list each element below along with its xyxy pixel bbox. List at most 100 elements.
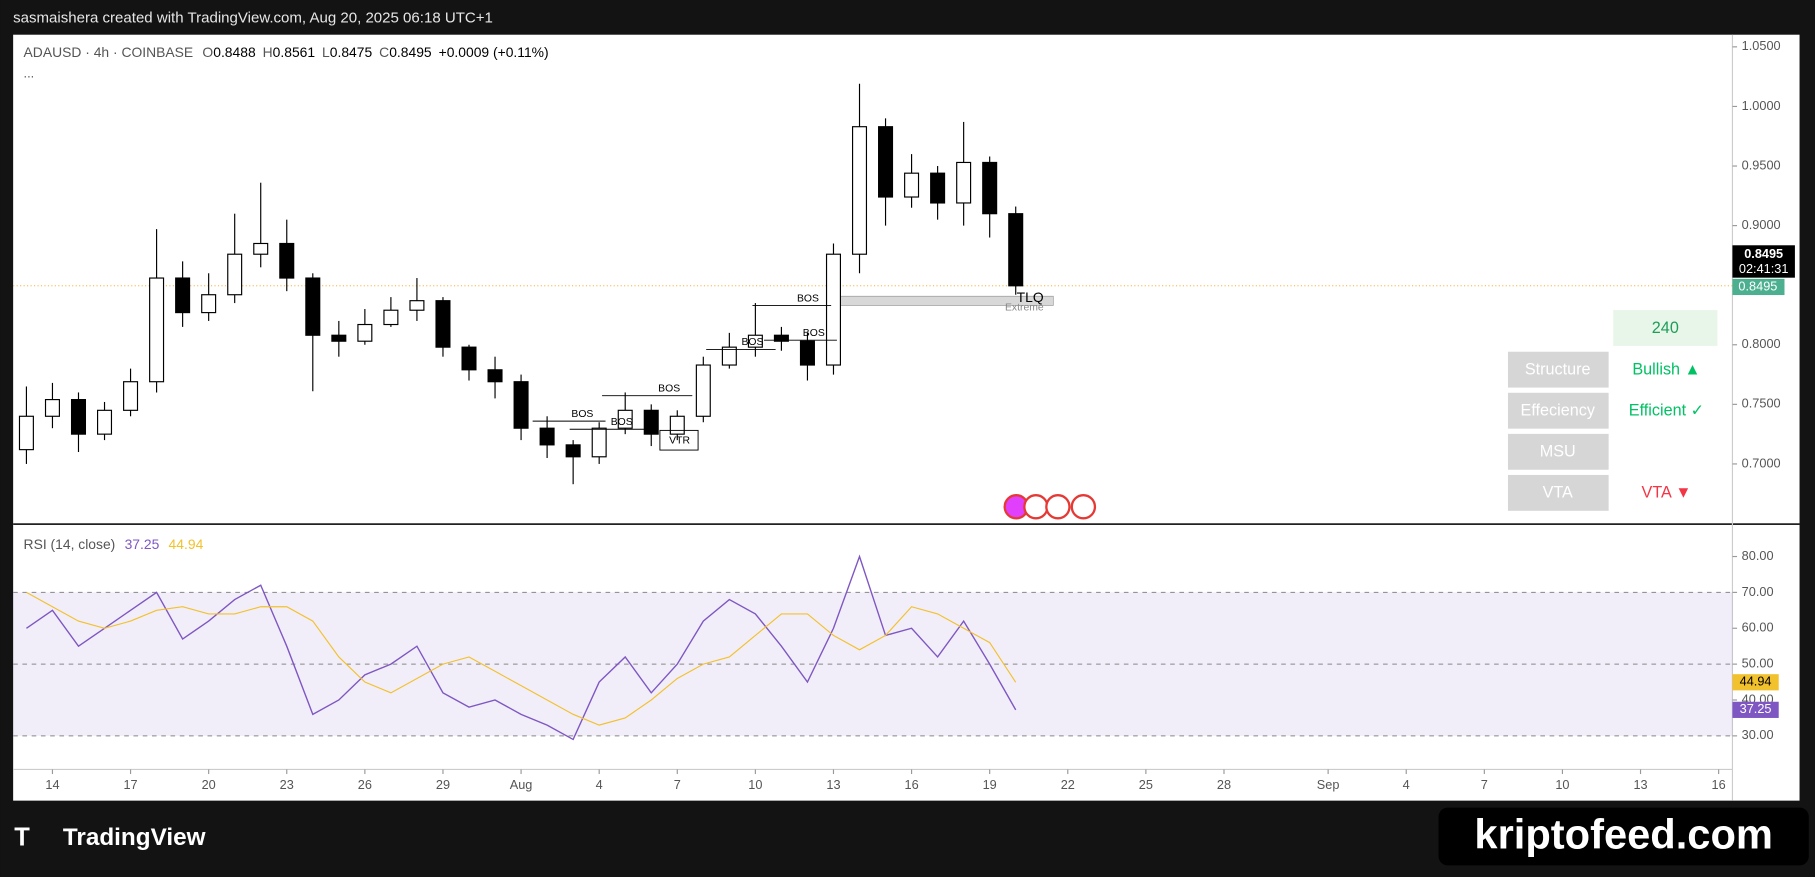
rsi-title: RSI (14, close) [24, 536, 116, 552]
x-tick-label: 10 [1555, 777, 1569, 792]
brand-logo: T [14, 824, 30, 852]
annotation: Extreme [1005, 303, 1044, 314]
timeframe: 240 [1652, 319, 1679, 337]
x-tick-label: 16 [1712, 777, 1726, 792]
table-label: Structure [1525, 361, 1591, 379]
x-tick-label: 7 [1481, 777, 1488, 792]
rsi-tag: 37.25 [1740, 701, 1772, 716]
candle-body [18, 415, 34, 451]
legend-value: 0.8475 [330, 44, 373, 60]
legend-key: H [263, 44, 273, 60]
x-tick-label: 10 [748, 777, 762, 792]
vtr-box [659, 429, 699, 451]
rsi-tag: 44.94 [1740, 674, 1772, 689]
candle-body [904, 172, 920, 198]
candle-body [617, 409, 633, 429]
table-label: MSU [1540, 443, 1576, 461]
x-tick-label: 17 [123, 777, 137, 792]
candle-body [773, 334, 789, 342]
legend-value: 0.8488 [213, 44, 256, 60]
candle-body [565, 444, 581, 458]
candle-body [513, 381, 529, 429]
x-tick-label: 4 [596, 777, 603, 792]
annotation: BOS [571, 409, 593, 420]
candle-body [253, 242, 269, 255]
timeframe-box [1613, 310, 1718, 346]
x-tick-label: 4 [1403, 777, 1410, 792]
annotation: BOS [741, 337, 763, 348]
y-tick-label: 60.00 [1742, 620, 1774, 635]
x-tick-label: 7 [674, 777, 681, 792]
x-tick-label: Aug [510, 777, 533, 792]
x-tick-label: 19 [983, 777, 997, 792]
table-label-box [1507, 474, 1609, 511]
candle-body [97, 409, 113, 435]
x-tick-label: 28 [1217, 777, 1231, 792]
table-label: Effeciency [1521, 402, 1596, 420]
candle-body [175, 277, 191, 314]
candle-body [227, 253, 243, 296]
y-tick-label: 0.9000 [1742, 217, 1781, 232]
candle-body [1008, 213, 1024, 287]
candle-body [383, 309, 399, 326]
annotation: TLQ [1017, 289, 1044, 305]
annotation: BOS [658, 383, 680, 394]
candle-body [643, 409, 659, 435]
x-tick-label: 16 [905, 777, 919, 792]
legend: ADAUSD · 4h · COINBASE O0.8488 H0.8561 L0.8… [24, 44, 549, 60]
x-tick-label: 20 [202, 777, 216, 792]
legend-more: ... [24, 65, 35, 80]
legend-symbol: ADAUSD · 4h · COINBASE [24, 44, 194, 60]
rsi-band-fill [13, 592, 1733, 736]
y-tick-label: 0.8000 [1742, 336, 1781, 351]
candle-body [930, 172, 946, 204]
rsi-legend-value: 44.94 [169, 536, 204, 552]
candle-body [331, 334, 347, 342]
legend-key: C [379, 44, 389, 60]
y-tick-label: 1.0000 [1742, 98, 1781, 113]
brand: TradingView [63, 824, 206, 851]
x-tick-label: 23 [280, 777, 294, 792]
x-tick-label: Sep [1317, 777, 1340, 792]
x-tick-label: 25 [1139, 777, 1153, 792]
y-tick-label: 0.9500 [1742, 157, 1781, 172]
watermark-box [1438, 807, 1809, 866]
chart-area [13, 34, 1800, 801]
legend-value: 0.8561 [273, 44, 316, 60]
candle-body [70, 399, 87, 435]
candle-body [799, 340, 815, 366]
candle-body [878, 126, 894, 198]
candle-body [851, 126, 868, 255]
y-tick-label: 70.00 [1742, 584, 1774, 599]
table-label-box [1507, 433, 1609, 470]
annotation: BOS [797, 293, 819, 304]
chart: 0.70000.75000.80000.85000.90000.95001.00… [13, 38, 1795, 792]
candle-body [279, 242, 295, 279]
candle-body [201, 294, 217, 314]
annotation: BOS [611, 417, 633, 428]
price-tag2-bg [1732, 278, 1785, 296]
candle-body [435, 300, 451, 348]
candle-body [149, 277, 165, 383]
legend-key: O [202, 44, 213, 60]
y-tick-label: 50.00 [1742, 655, 1774, 670]
candle-body [956, 161, 972, 204]
table-label-box [1507, 392, 1609, 429]
annotation: BOS [803, 328, 825, 339]
y-tick-label: 0.7000 [1742, 455, 1781, 470]
legend-change: +0.0009 (+0.11%) [439, 44, 549, 60]
y-tick-label: 30.00 [1742, 727, 1774, 742]
y-tick-label: 0.7500 [1742, 396, 1781, 411]
x-tick-label: 13 [826, 777, 840, 792]
candle-body [591, 427, 607, 458]
countdown: 02:41:31 [1739, 261, 1789, 276]
candle-body [487, 369, 503, 383]
candle-body [982, 161, 998, 215]
rsi-line [26, 554, 1017, 741]
candle-body [44, 399, 60, 417]
candle-body [747, 334, 763, 348]
x-tick-label: 13 [1633, 777, 1647, 792]
candle-body [695, 364, 711, 417]
x-tick-label: 26 [358, 777, 372, 792]
